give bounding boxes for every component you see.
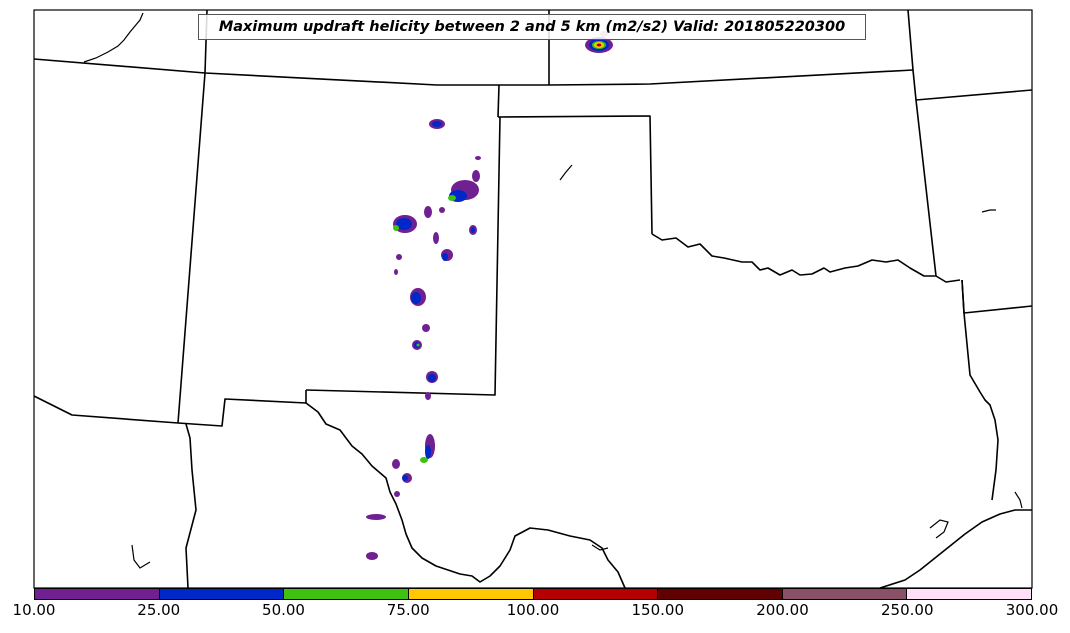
cell xyxy=(411,292,421,304)
lake-mex xyxy=(131,544,151,569)
colorbar-segment xyxy=(906,589,1031,599)
cell xyxy=(433,232,439,244)
cell xyxy=(425,392,431,400)
cell xyxy=(448,195,456,201)
cell xyxy=(394,491,400,497)
colorbar-tick-label: 250.00 xyxy=(881,601,934,619)
cell xyxy=(472,170,480,182)
water-features xyxy=(83,12,1023,569)
boundary-red-river xyxy=(651,233,961,283)
cell xyxy=(428,374,436,382)
colorbar xyxy=(34,588,1032,600)
colorbar-tick-label: 25.00 xyxy=(137,601,181,619)
colorbar-tick-label: 300.00 xyxy=(1005,601,1059,619)
cell xyxy=(442,253,448,261)
cell xyxy=(422,324,430,332)
boundary-ne-ks xyxy=(499,69,914,86)
bay-tx xyxy=(929,519,949,539)
cell xyxy=(471,227,475,233)
lake-ks xyxy=(559,164,573,181)
map-area xyxy=(33,9,1033,589)
cell xyxy=(396,218,412,230)
boundary-az-mex xyxy=(185,423,197,589)
river-tx xyxy=(591,544,609,551)
cell xyxy=(366,552,378,560)
state-boundaries xyxy=(33,9,1033,589)
colorbar-segment xyxy=(283,589,408,599)
colorbar-tick-label: 50.00 xyxy=(262,601,305,619)
colorbar-segment xyxy=(657,589,782,599)
colorbar-segment xyxy=(532,589,658,599)
map-background xyxy=(34,10,1032,588)
cell xyxy=(394,269,398,275)
boundary-ks-ok xyxy=(497,115,653,235)
colorbar-segment xyxy=(407,589,533,599)
boundary-tx-la xyxy=(961,279,999,501)
cell xyxy=(596,43,602,47)
lake-wy xyxy=(83,12,144,63)
cell xyxy=(393,225,399,231)
boundary-co-ks xyxy=(497,84,500,118)
cell xyxy=(392,459,400,469)
cell xyxy=(416,343,420,347)
boundary-nm-east xyxy=(305,116,501,396)
bay-la xyxy=(1014,491,1023,509)
colorbar-tick-labels: 10.00 25.00 50.00 75.00 100.00 150.00 200.00 25… xyxy=(0,600,1070,628)
cell xyxy=(396,254,402,260)
cell xyxy=(432,121,442,127)
helicity-cells xyxy=(233,24,613,560)
colorbar-tick-label: 100.00 xyxy=(506,601,560,619)
cell xyxy=(366,514,386,520)
lake-mo xyxy=(981,209,996,213)
cell xyxy=(420,457,428,463)
colorbar-segment xyxy=(35,589,159,599)
colorbar-tick-label: 75.00 xyxy=(386,601,430,619)
boundary-co-north xyxy=(33,58,499,86)
boundary-mo-ar xyxy=(915,99,937,277)
colorbar-tick-label: 10.00 xyxy=(12,601,56,619)
map-title: Maximum updraft helicity between 2 and 5… xyxy=(198,14,866,40)
boundary-nm-co xyxy=(177,72,206,424)
colorbar-tick-label: 150.00 xyxy=(631,601,685,619)
cell xyxy=(475,156,481,160)
cell xyxy=(424,206,432,218)
cell xyxy=(425,445,431,459)
colorbar-tick-label: 200.00 xyxy=(756,601,809,619)
boundary-ia-mo xyxy=(907,9,1033,101)
cell xyxy=(439,207,445,213)
colorbar-segment xyxy=(158,589,284,599)
cell xyxy=(402,475,408,481)
rio-grande xyxy=(305,402,626,589)
gulf-coast xyxy=(879,509,1032,589)
colorbar-segment xyxy=(781,589,907,599)
